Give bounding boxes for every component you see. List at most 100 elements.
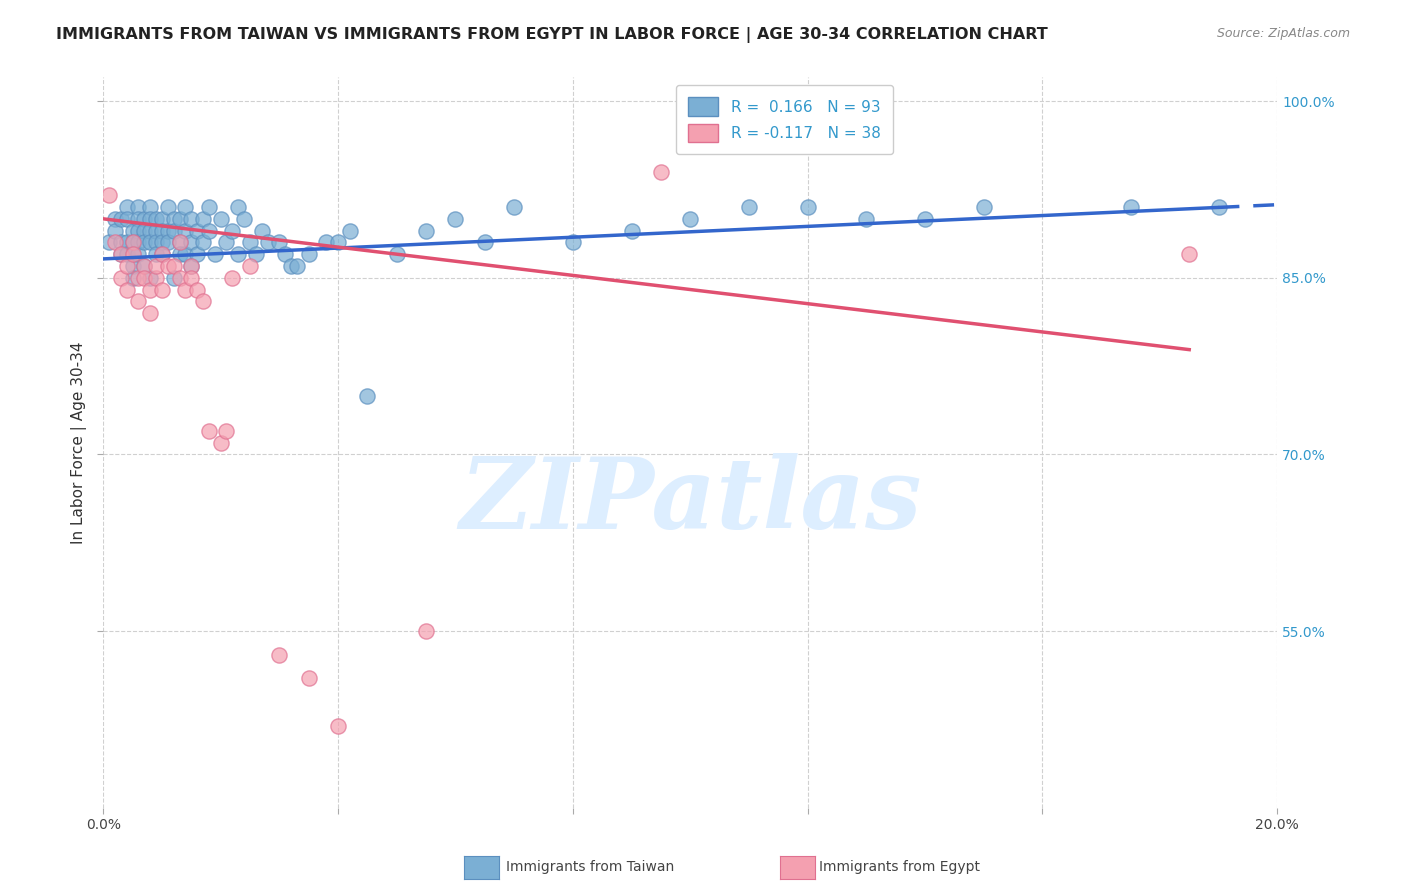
Point <box>239 235 262 250</box>
Point <box>115 247 138 261</box>
Point <box>156 224 179 238</box>
Point <box>180 270 202 285</box>
Point <box>121 270 143 285</box>
Point <box>415 224 437 238</box>
Text: Immigrants from Taiwan: Immigrants from Taiwan <box>506 860 675 874</box>
Point <box>339 224 361 238</box>
Point <box>1178 247 1201 261</box>
Point <box>191 211 214 226</box>
Point <box>503 200 526 214</box>
Point <box>444 211 467 226</box>
Point <box>1119 200 1142 214</box>
Point <box>180 211 202 226</box>
Point <box>298 672 321 686</box>
Point <box>215 424 238 438</box>
Point <box>415 624 437 639</box>
Point <box>245 247 267 261</box>
Point <box>121 247 143 261</box>
Point <box>169 247 191 261</box>
Point <box>561 235 583 250</box>
Point <box>174 247 197 261</box>
Point <box>134 259 156 273</box>
Point <box>274 247 297 261</box>
Point <box>174 200 197 214</box>
Point <box>139 270 162 285</box>
Point <box>256 235 278 250</box>
Point <box>115 259 138 273</box>
Point <box>139 211 162 226</box>
Point <box>127 224 149 238</box>
Point <box>121 235 143 250</box>
Point <box>163 259 186 273</box>
Point <box>679 211 702 226</box>
Point <box>127 270 149 285</box>
Point <box>145 259 167 273</box>
Point <box>110 211 132 226</box>
Point <box>221 224 243 238</box>
Point <box>104 224 127 238</box>
Point <box>250 224 273 238</box>
Point <box>110 247 132 261</box>
Point <box>269 648 291 662</box>
Point <box>134 270 156 285</box>
Point <box>150 283 173 297</box>
Point <box>180 235 202 250</box>
Point <box>226 200 249 214</box>
Point <box>104 211 127 226</box>
Point <box>186 224 208 238</box>
Point <box>139 224 162 238</box>
Point <box>127 200 149 214</box>
Point <box>121 247 143 261</box>
Point <box>110 270 132 285</box>
Point <box>914 211 936 226</box>
Point <box>285 259 308 273</box>
Point <box>1208 200 1230 214</box>
Point <box>174 283 197 297</box>
Point <box>121 259 143 273</box>
Point <box>209 435 232 450</box>
Text: IMMIGRANTS FROM TAIWAN VS IMMIGRANTS FROM EGYPT IN LABOR FORCE | AGE 30-34 CORRE: IMMIGRANTS FROM TAIWAN VS IMMIGRANTS FRO… <box>56 27 1047 43</box>
Point <box>226 247 249 261</box>
Y-axis label: In Labor Force | Age 30-34: In Labor Force | Age 30-34 <box>72 342 87 544</box>
Point <box>145 224 167 238</box>
Point <box>115 200 138 214</box>
Legend: R =  0.166   N = 93, R = -0.117   N = 38: R = 0.166 N = 93, R = -0.117 N = 38 <box>676 85 893 154</box>
Point <box>385 247 408 261</box>
Point <box>145 247 167 261</box>
Point <box>156 200 179 214</box>
Point <box>186 247 208 261</box>
Point <box>198 200 221 214</box>
Point <box>198 424 221 438</box>
Point <box>98 235 121 250</box>
Point <box>298 247 321 261</box>
Point <box>139 235 162 250</box>
Point <box>169 235 191 250</box>
Point <box>127 247 149 261</box>
Point <box>163 211 186 226</box>
Point <box>150 247 173 261</box>
Point <box>191 294 214 309</box>
Point <box>169 235 191 250</box>
Point <box>198 224 221 238</box>
Point <box>115 283 138 297</box>
Point <box>180 259 202 273</box>
Point <box>204 247 226 261</box>
Point <box>163 270 186 285</box>
Point <box>104 235 127 250</box>
Point <box>150 247 173 261</box>
Point <box>121 224 143 238</box>
Point <box>163 224 186 238</box>
Point <box>174 224 197 238</box>
Point <box>650 164 672 178</box>
Point <box>326 718 349 732</box>
Point <box>156 259 179 273</box>
Point <box>134 259 156 273</box>
Point <box>150 211 173 226</box>
Point <box>110 247 132 261</box>
Point <box>127 211 149 226</box>
Point <box>326 235 349 250</box>
Text: Immigrants from Egypt: Immigrants from Egypt <box>820 860 980 874</box>
Point <box>186 283 208 297</box>
Point <box>115 235 138 250</box>
Point <box>239 259 262 273</box>
